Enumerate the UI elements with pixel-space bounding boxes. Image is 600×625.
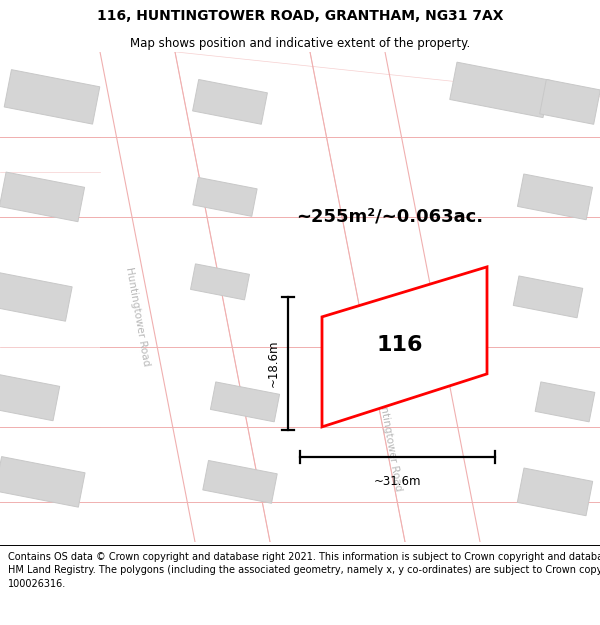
Polygon shape [535, 382, 595, 422]
Text: 116: 116 [377, 335, 423, 355]
Polygon shape [4, 69, 100, 124]
Text: Huntingtower Road: Huntingtower Road [124, 267, 152, 367]
Text: ~18.6m: ~18.6m [266, 339, 280, 387]
Polygon shape [517, 174, 593, 220]
Polygon shape [322, 267, 487, 427]
Polygon shape [310, 52, 480, 542]
Polygon shape [100, 52, 270, 542]
Polygon shape [193, 79, 268, 124]
Text: ~31.6m: ~31.6m [374, 475, 421, 488]
Polygon shape [0, 457, 85, 507]
Polygon shape [211, 382, 280, 422]
Polygon shape [203, 461, 277, 503]
Polygon shape [517, 468, 593, 516]
Text: Huntingtower Road: Huntingtower Road [376, 392, 404, 492]
Polygon shape [0, 373, 59, 421]
Polygon shape [191, 264, 250, 300]
Polygon shape [513, 276, 583, 318]
Polygon shape [539, 79, 600, 124]
Polygon shape [0, 172, 85, 222]
Polygon shape [450, 62, 550, 118]
Polygon shape [193, 177, 257, 216]
Text: 116, HUNTINGTOWER ROAD, GRANTHAM, NG31 7AX: 116, HUNTINGTOWER ROAD, GRANTHAM, NG31 7… [97, 9, 503, 23]
Text: ~255m²/~0.063ac.: ~255m²/~0.063ac. [296, 208, 484, 226]
Text: Contains OS data © Crown copyright and database right 2021. This information is : Contains OS data © Crown copyright and d… [8, 552, 600, 589]
Polygon shape [0, 272, 72, 321]
Text: Map shows position and indicative extent of the property.: Map shows position and indicative extent… [130, 38, 470, 51]
